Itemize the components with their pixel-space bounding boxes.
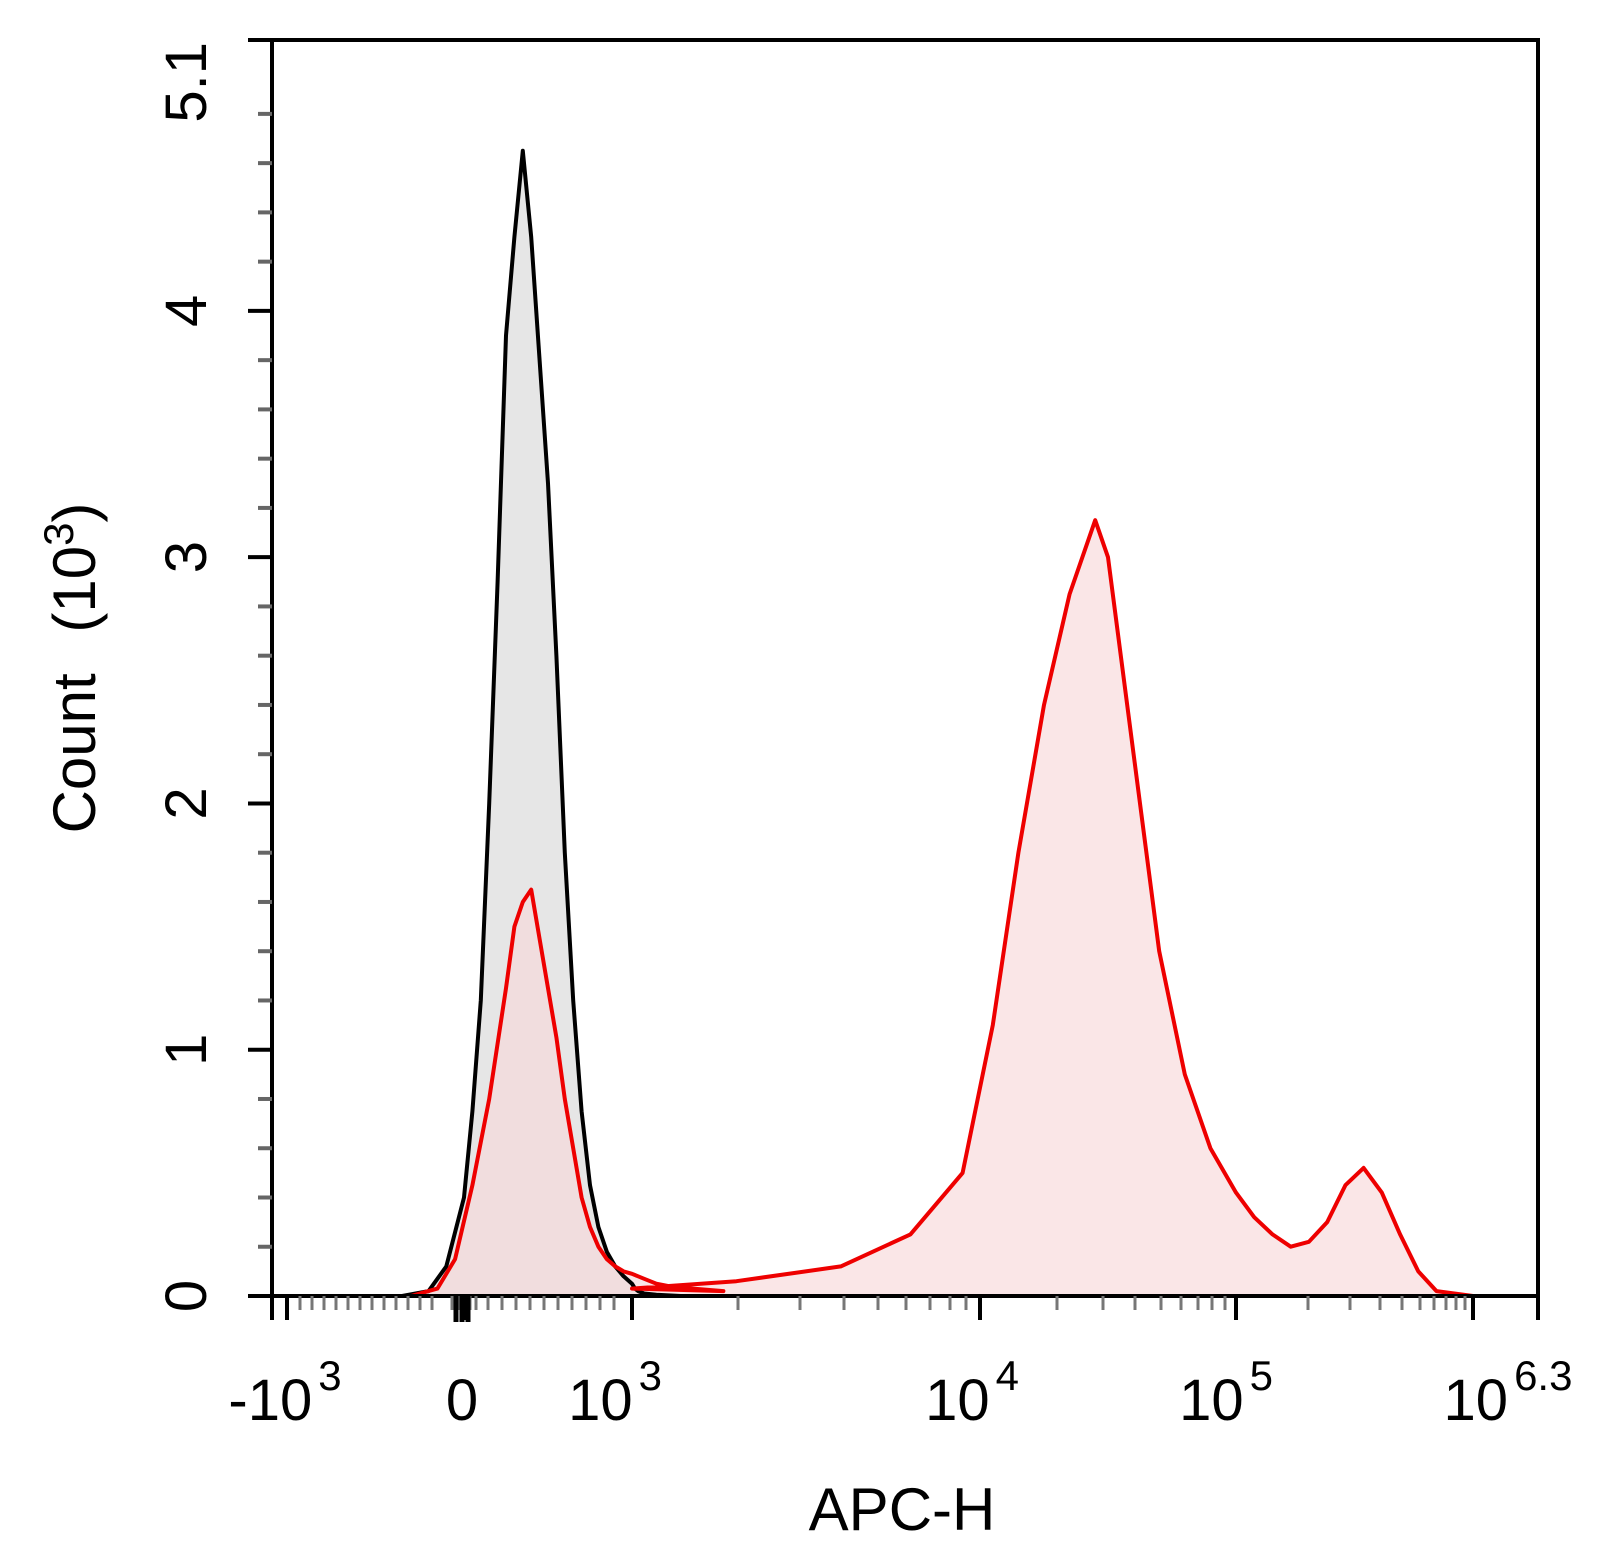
x-tick-label-base: 0 xyxy=(446,1368,478,1433)
y-tick-label: 4 xyxy=(154,295,219,327)
x-tick-label-base: -10 xyxy=(228,1368,312,1433)
x-tick-label-base: 10 xyxy=(568,1368,633,1433)
series-stained-line xyxy=(287,518,1474,1298)
series-control-line xyxy=(287,148,1473,1298)
y-axis-title-unit-exp: 3 xyxy=(35,523,82,546)
series-layer xyxy=(287,148,1474,1298)
x-tick-label-exponent: 6.3 xyxy=(1514,1352,1572,1399)
y-axis-title-paren-open: ( xyxy=(41,613,108,633)
x-tick-label-base: 10 xyxy=(1179,1368,1244,1433)
y-axis-title-text: Count xyxy=(41,673,108,833)
y-axis-title: Count (103) xyxy=(35,503,108,834)
x-tick-label-exponent: 3 xyxy=(318,1352,341,1399)
y-tick-label: 2 xyxy=(154,787,219,819)
x-tick-label: 0 xyxy=(446,1368,478,1433)
y-tick-label: 0 xyxy=(154,1280,219,1312)
x-tick-label: 10 4 xyxy=(925,1352,1019,1433)
x-tick-label: -10 3 xyxy=(228,1352,341,1433)
series-stained-fill xyxy=(287,520,1473,1296)
x-tick-label: 10 6.3 xyxy=(1444,1352,1573,1433)
x-axis-title: APC-H xyxy=(809,1476,996,1543)
x-tick-label: 10 5 xyxy=(1179,1352,1273,1433)
y-axis-title-unit-base: 10 xyxy=(41,546,108,613)
y-tick-label: 5.1 xyxy=(154,42,219,123)
plot-frame xyxy=(270,38,1540,1298)
x-tick-label-base: 10 xyxy=(925,1368,990,1433)
y-tick-label: 3 xyxy=(154,541,219,573)
x-tick-label-base: 10 xyxy=(1444,1368,1509,1433)
y-axis: 0 1 2 3 4 5.1 xyxy=(154,38,272,1312)
x-axis: -10 3 0 10 3 10 4 10 5 10 6.3 xyxy=(228,1296,1572,1433)
series-control-fill xyxy=(287,150,1473,1296)
x-tick-label: 10 3 xyxy=(568,1352,662,1433)
y-axis-title-paren-close: ) xyxy=(41,503,108,523)
x-tick-label-exponent: 4 xyxy=(996,1352,1019,1399)
x-tick-label-exponent: 5 xyxy=(1250,1352,1273,1399)
y-tick-label: 1 xyxy=(154,1034,219,1066)
x-tick-label-exponent: 3 xyxy=(639,1352,662,1399)
